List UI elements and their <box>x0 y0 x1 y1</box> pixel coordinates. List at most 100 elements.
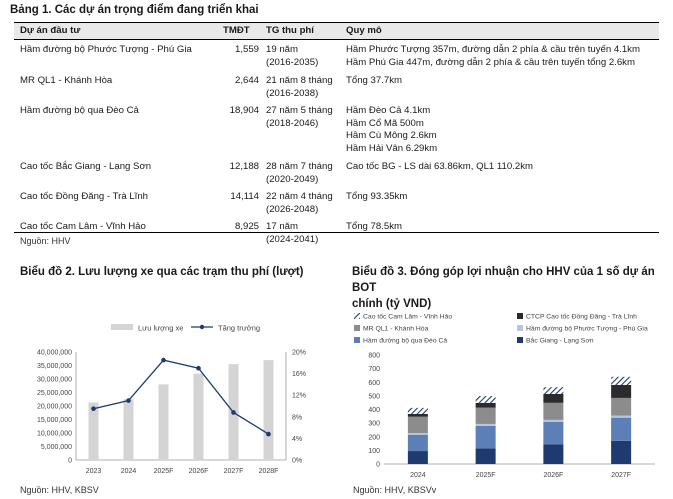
traffic-bar <box>193 373 204 460</box>
table-row: Hầm đường bộ qua Đèo Cả 18,904 27 năm 5 th… <box>14 101 659 157</box>
x-tick-label: 2026F <box>189 468 209 475</box>
legend-label: Hầm đường bộ Phước Tượng - Phú Gia <box>526 324 648 333</box>
table-bottom-rule <box>14 232 659 233</box>
cell-tmdt: 1,559 <box>234 44 259 55</box>
traffic-bar <box>263 360 274 460</box>
traffic-bar <box>88 402 99 460</box>
legend-swatch <box>517 325 523 331</box>
cell-scale: Tổng 78.5km <box>346 221 402 234</box>
cell-tmdt: 8,925 <box>234 221 259 232</box>
growth-point <box>126 398 131 403</box>
chart3-title: Biểu đồ 3. Đóng góp lợi nhuận cho HHV củ… <box>352 264 673 312</box>
legend-bar-swatch <box>111 324 133 330</box>
cell-period: 21 năm 8 tháng (2016-2038) <box>266 75 333 100</box>
table-row: Cao tốc Đồng Đăng - Trà Lĩnh 14,114 22 năm… <box>14 187 659 217</box>
stack-segment <box>543 419 564 422</box>
x-tick-label: 2023 <box>86 468 102 475</box>
growth-point <box>266 431 271 437</box>
scale-line: Tổng 93.35km <box>346 191 408 202</box>
cell-period: 27 năm 5 tháng (2018-2046) <box>266 105 333 130</box>
header-project: Dự án đầu tư <box>20 25 81 36</box>
legend-swatch <box>354 325 360 331</box>
y-left-tick-label: 20,000,000 <box>37 404 72 411</box>
cell-period: 19 năm (2016-2035) <box>266 44 318 69</box>
y-tick-label: 800 <box>368 353 380 360</box>
chart3-title-line1: Biểu đồ 3. Đóng góp lợi nhuận cho HHV củ… <box>352 266 655 294</box>
stack-segment <box>407 434 428 452</box>
table-body: Hầm đường bộ Phước Tượng - Phú Gia 1,559 1… <box>14 40 659 247</box>
growth-line <box>93 359 269 435</box>
period-line: (2016-2038) <box>266 87 319 99</box>
stack-segment <box>611 397 632 416</box>
chart2-source: Nguồn: HHV, KBSV <box>20 485 99 495</box>
period-line: 27 năm 5 tháng <box>266 105 333 116</box>
legend-swatch <box>517 337 523 343</box>
cell-tmdt: 18,904 <box>229 105 259 116</box>
y-left-tick-label: 10,000,000 <box>37 431 72 438</box>
stack-segment <box>407 416 428 434</box>
period-line: (2016-2035) <box>266 56 319 68</box>
x-tick-label: 2027F <box>611 472 631 479</box>
y-left-tick-label: 40,000,000 <box>37 350 72 357</box>
traffic-bar <box>123 399 134 460</box>
stack-segment <box>475 402 496 408</box>
stack-segment <box>475 425 496 449</box>
x-tick-label: 2025F <box>154 468 174 475</box>
scale-line: Hầm Phước Tượng 357m, đường dẫn 2 phía &… <box>346 44 640 55</box>
y-tick-label: 200 <box>368 434 380 441</box>
cell-period: 28 năm 7 tháng (2020-2049) <box>266 161 333 186</box>
cell-tmdt: 12,188 <box>229 161 259 172</box>
cell-scale: Tổng 37.7km <box>346 75 402 88</box>
y-left-tick-label: 0 <box>68 458 72 465</box>
stack-segment <box>407 451 428 464</box>
legend-swatch <box>517 313 523 319</box>
x-tick-label: 2024 <box>410 472 426 479</box>
x-tick-label: 2027F <box>224 468 244 475</box>
header-scale: Quy mô <box>346 25 382 36</box>
table-row: MR QL1 - Khánh Hòa 2,644 21 năm 8 tháng (20… <box>14 71 659 101</box>
period-line: (2018-2046) <box>266 117 319 129</box>
cell-period: 22 năm 4 tháng (2026-2048) <box>266 191 333 216</box>
cell-project: Hầm đường bộ qua Đèo Cả <box>20 105 139 116</box>
period-line: 22 năm 4 tháng <box>266 191 333 202</box>
stack-segment <box>611 415 632 418</box>
period-line: (2024-2041) <box>266 233 319 245</box>
stack-segment <box>611 440 632 464</box>
growth-point <box>231 410 236 415</box>
stack-segment <box>475 396 496 403</box>
growth-point <box>91 406 96 411</box>
period-line: (2020-2049) <box>266 173 319 185</box>
scale-line: Hầm Cổ Mã 500m <box>346 117 424 129</box>
y-tick-label: 700 <box>368 366 380 373</box>
x-tick-label: 2025F <box>476 472 496 479</box>
scale-line: Cao tốc BG - LS dài 63.86km, QL1 110.2km <box>346 161 533 172</box>
y-tick-label: 300 <box>368 421 380 428</box>
y-left-tick-label: 15,000,000 <box>37 417 72 424</box>
chart3-title-line2: chính (tỷ VND) <box>352 298 432 310</box>
y-left-tick-label: 35,000,000 <box>37 363 72 370</box>
stack-segment <box>611 376 632 385</box>
legend-label: CTCP Cao tốc Đồng Đăng - Trà Lĩnh <box>526 312 637 321</box>
period-line: 21 năm 8 tháng <box>266 75 333 86</box>
legend-label: Hầm đường bộ qua Đèo Cả <box>363 336 447 345</box>
legend-swatch <box>354 337 360 343</box>
cell-scale: Hầm Đèo Cả 4.1km Hầm Cổ Mã 500m Hầm Cù Môn… <box>346 105 437 155</box>
stack-segment <box>475 423 496 426</box>
legend-line-marker <box>199 324 205 330</box>
legend-bar-label: Lưu lượng xe <box>138 324 183 333</box>
cell-project: Cao tốc Bắc Giang - Lạng Sơn <box>20 161 152 172</box>
scale-line: Hầm Đèo Cả 4.1km <box>346 105 431 116</box>
chart2: Lưu lượng xe Tăng trưởng 0 5,000,000 10,000,… <box>37 324 306 476</box>
y-right-tick-label: 0% <box>292 458 302 465</box>
stack-segment <box>543 444 564 464</box>
y-left-tick-label: 25,000,000 <box>37 390 72 397</box>
stack-segment <box>475 448 496 464</box>
stack-segment <box>543 402 564 420</box>
stack-segment <box>543 393 564 403</box>
cell-period: 17 năm (2024-2041) <box>266 221 318 246</box>
table-header: Dự án đầu tư TMĐT TG thu phí Quy mô <box>14 22 659 40</box>
stack-segment <box>407 413 428 417</box>
y-right-tick-label: 16% <box>292 371 306 378</box>
stack-segment <box>543 387 564 394</box>
y-tick-label: 400 <box>368 407 380 414</box>
